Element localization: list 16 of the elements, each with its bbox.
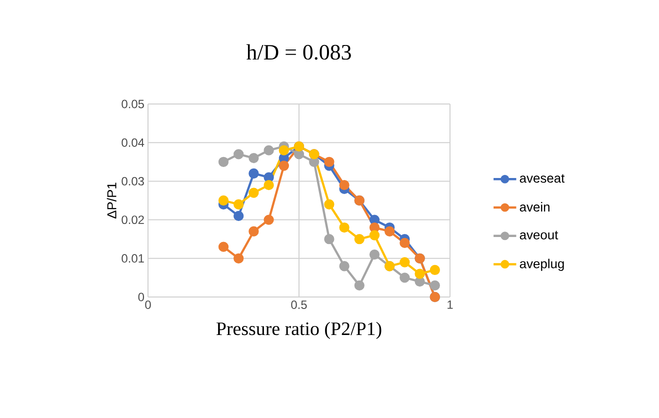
legend-label: aveseat: [520, 174, 565, 183]
y-tick-label: 0.02: [122, 216, 144, 224]
y-tick-label: 0.01: [122, 254, 144, 263]
x-tick-label: 1: [448, 300, 453, 309]
chart-title: h/D = 0.083: [246, 44, 351, 60]
y-axis-title: ΔP/P1: [106, 182, 116, 218]
y-tick-label: 0: [138, 292, 144, 302]
x-axis-title: Pressure ratio (P2/P1): [216, 322, 382, 339]
y-tick-label: 0.04: [122, 138, 144, 147]
legend-label: aveplug: [520, 258, 564, 271]
legend-label: aveout: [520, 230, 558, 240]
x-tick-label: 0.5: [291, 300, 307, 309]
x-tick-label: 0: [145, 300, 151, 309]
y-tick-label: 0.03: [122, 176, 144, 186]
legend-label: avein: [520, 202, 550, 212]
y-tick-label: 0.05: [122, 100, 144, 108]
